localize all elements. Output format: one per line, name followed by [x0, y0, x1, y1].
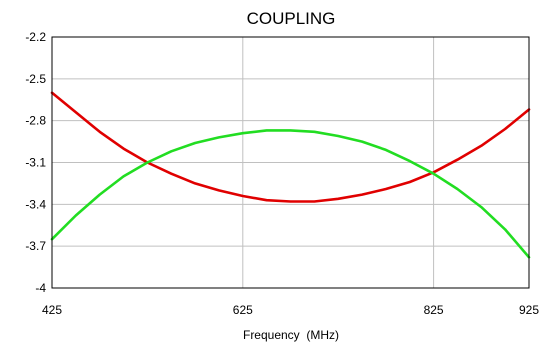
- x-tick-label: 425: [42, 303, 62, 317]
- series-line-1: [50, 91, 531, 203]
- y-tick-label: -3.4: [25, 197, 46, 211]
- y-tick-label: -2.2: [25, 30, 46, 44]
- x-tick-label: 825: [424, 303, 444, 317]
- plot-area-frame: [51, 36, 530, 289]
- series-group: [50, 91, 531, 259]
- chart-title: COUPLING: [247, 9, 336, 28]
- y-tick-label: -4: [35, 281, 46, 295]
- x-axis-ticks: 425 625 825 925: [42, 303, 539, 317]
- y-tick-label: -3.1: [25, 156, 46, 170]
- x-tick-label: 925: [519, 303, 539, 317]
- y-axis-ticks: -2.2 -2.5 -2.8 -3.1 -3.4 -3.7 -4: [25, 30, 46, 295]
- x-axis-label: Frequency (MHz): [243, 328, 339, 342]
- x-tick-label: 625: [233, 303, 253, 317]
- series-line-2: [50, 129, 531, 259]
- grid: [51, 36, 530, 289]
- y-tick-label: -2.8: [25, 114, 46, 128]
- y-tick-label: -2.5: [25, 72, 46, 86]
- y-tick-label: -3.7: [25, 239, 46, 253]
